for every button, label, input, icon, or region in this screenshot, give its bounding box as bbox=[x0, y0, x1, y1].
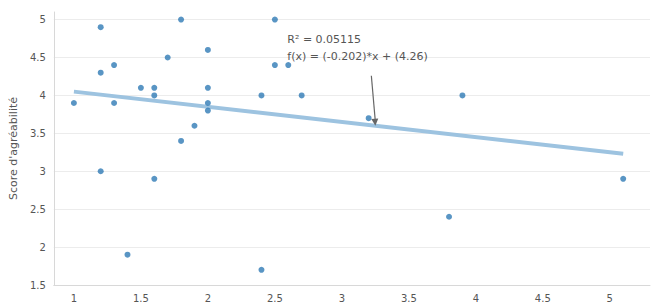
svg-text:5: 5 bbox=[39, 14, 45, 25]
svg-text:2: 2 bbox=[205, 293, 211, 304]
svg-text:1.5: 1.5 bbox=[133, 293, 149, 304]
svg-text:3: 3 bbox=[39, 166, 45, 177]
svg-text:3.5: 3.5 bbox=[30, 128, 46, 139]
svg-text:f(x) = (-0.202)*x + (4.26): f(x) = (-0.202)*x + (4.26) bbox=[287, 50, 428, 63]
svg-text:4: 4 bbox=[39, 90, 45, 101]
svg-text:2.5: 2.5 bbox=[30, 204, 46, 215]
svg-text:4.5: 4.5 bbox=[30, 52, 46, 63]
svg-text:1: 1 bbox=[71, 293, 77, 304]
svg-text:R² = 0.05115: R² = 0.05115 bbox=[287, 33, 361, 46]
svg-text:2.5: 2.5 bbox=[267, 293, 283, 304]
svg-text:4: 4 bbox=[473, 293, 479, 304]
svg-text:2: 2 bbox=[39, 242, 45, 253]
svg-text:5: 5 bbox=[607, 293, 613, 304]
svg-text:4.5: 4.5 bbox=[535, 293, 551, 304]
svg-text:Score d'agréabilité: Score d'agréabilité bbox=[7, 97, 20, 200]
svg-text:1.5: 1.5 bbox=[30, 280, 46, 291]
svg-text:3: 3 bbox=[339, 293, 345, 304]
svg-text:3.5: 3.5 bbox=[401, 293, 417, 304]
